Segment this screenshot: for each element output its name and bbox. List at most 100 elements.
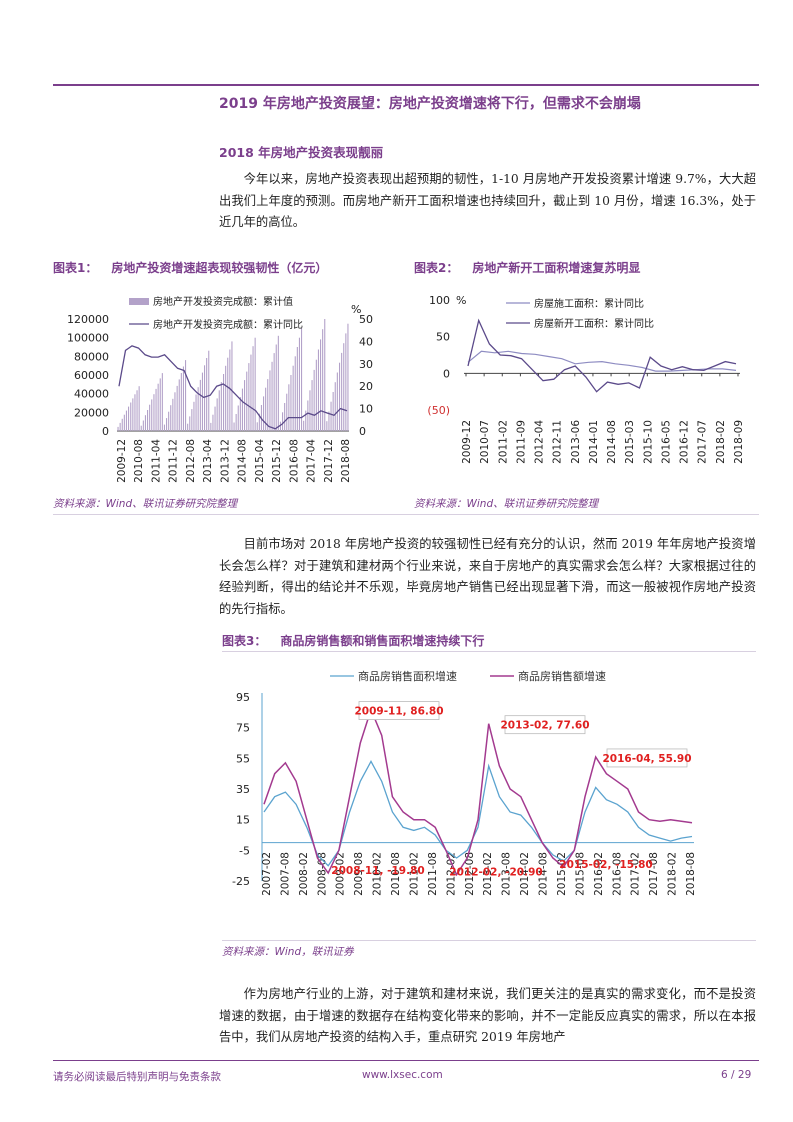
investment-bar: [210, 422, 212, 431]
investment-bar: [336, 372, 338, 431]
investment-bar: [286, 393, 288, 431]
investment-bar: [322, 329, 324, 431]
x-tick-label: 2009-12: [116, 439, 128, 483]
left-tick-label: 20000: [74, 406, 109, 419]
investment-bar: [176, 385, 178, 431]
right-unit-label: %: [351, 303, 361, 316]
y-tick-label: 100: [429, 294, 450, 307]
figure-1-caption: 房地产投资增速超表现较强韧性（亿元）: [111, 261, 328, 275]
investment-bar: [290, 375, 292, 431]
x-tick-label: 2011-12: [168, 439, 180, 483]
right-tick-label: 0: [359, 425, 366, 438]
investment-bar: [185, 360, 187, 431]
investment-bar: [271, 361, 273, 431]
investment-bar: [149, 404, 151, 431]
investment-bar: [128, 406, 130, 431]
left-tick-label: 80000: [74, 350, 109, 363]
investment-bar: [256, 422, 258, 431]
x-tick-label: 2010-08: [390, 852, 402, 896]
x-tick-label: 2017-07: [697, 420, 709, 464]
subsection-heading: 2018 年房地产投资表现靓丽: [219, 145, 384, 160]
investment-bar: [277, 335, 279, 431]
x-tick-label: 2013-02: [482, 852, 494, 896]
x-tick-label: 2015-10: [642, 420, 654, 464]
legend-bar-swatch: [129, 298, 149, 305]
investment-bar: [134, 394, 136, 431]
investment-bar: [121, 418, 123, 431]
x-tick-label: 2014-08: [237, 439, 249, 483]
annotation-label: 2015-02, -15.80: [559, 859, 652, 871]
investment-bar: [239, 397, 241, 431]
annotation-box: [358, 701, 440, 720]
investment-bar: [157, 383, 159, 431]
figure-3-caption: 商品房销售额和销售面积增速持续下行: [280, 634, 485, 648]
figure-1-source: 资料来源：Wind、联讯证券研究院整理: [53, 498, 238, 510]
investment-bar: [180, 373, 182, 431]
investment-bar: [182, 366, 184, 431]
investment-bar: [208, 350, 210, 431]
page-number: 6 / 29: [721, 1069, 752, 1081]
investment-bar: [347, 323, 349, 431]
annotation-label: 2008-11, -19.80: [331, 865, 424, 877]
x-tick-label: 2016-08: [611, 852, 623, 896]
investment-bar: [132, 398, 134, 431]
investment-bar: [151, 399, 153, 431]
investment-bar: [309, 390, 311, 431]
y-tick-label: 55: [236, 752, 250, 765]
x-tick-label: 2016-08: [288, 439, 300, 483]
investment-bar: [201, 372, 203, 431]
investment-bar: [298, 337, 300, 431]
investment-bar: [197, 387, 199, 431]
x-tick-label: 2009-02: [335, 852, 347, 896]
y-tick-label: -5: [239, 844, 250, 857]
investment-bar: [147, 410, 149, 431]
investment-bar: [332, 392, 334, 431]
investment-bar: [138, 386, 140, 431]
investment-bar: [199, 379, 201, 431]
x-tick-label: 2016-05: [660, 420, 672, 464]
investment-bar: [301, 328, 303, 431]
paragraph-3: 作为房地产行业的上游，对于建筑和建材来说，我们更关注的是真实的需求变化，而不是投…: [219, 987, 756, 1044]
new-starts-chart: 100 50 0 (50)% 2009-12 2010-07 2011-02 2011-09 2…: [427, 294, 745, 464]
investment-bar: [248, 363, 250, 431]
new-starts-line: [467, 318, 737, 393]
investment-bar: [307, 400, 309, 431]
left-tick-label: 40000: [74, 388, 109, 401]
construction-area-line: [467, 350, 737, 372]
legend-line-label: 房地产开发投资完成额：累计同比: [153, 318, 303, 331]
x-tick-label: 2015-12: [271, 439, 283, 483]
investment-bar: [216, 398, 218, 431]
investment-bar: [170, 405, 172, 431]
investment-bar: [292, 365, 294, 431]
investment-bar: [244, 380, 246, 431]
investment-bar: [339, 362, 341, 431]
investment-bar: [265, 387, 267, 431]
y-tick-label: 50: [436, 331, 450, 344]
annotation-label: 2009-11, 86.80: [354, 706, 443, 718]
investment-bar: [172, 398, 174, 431]
x-tick-label: 2012-11: [552, 420, 564, 464]
investment-bar: [153, 394, 155, 431]
investment-bar: [168, 411, 170, 431]
figure-3-title: 图表3： 商品房销售额和销售面积增速持续下行: [222, 632, 484, 649]
x-tick-label: 2012-02: [445, 852, 457, 896]
investment-bar: [284, 403, 286, 431]
investment-bar: [294, 356, 296, 431]
investment-bar: [324, 319, 326, 431]
investment-bar: [195, 394, 197, 431]
investment-bar: [296, 347, 298, 431]
investment-bar: [303, 420, 305, 431]
figure-2-source: 资料来源：Wind、联讯证券研究院整理: [414, 498, 599, 510]
x-tick-label: 2010-07: [479, 420, 491, 464]
footer-rule: [53, 1060, 759, 1061]
x-tick-label: 2017-12: [323, 439, 335, 483]
legend-new-starts-label: 房屋新开工面积：累计同比: [534, 317, 654, 330]
legend-bar-label: 房地产开发投资完成额：累计值: [153, 295, 293, 308]
x-tick-label: 2011-09: [515, 420, 527, 464]
investment-bar: [227, 357, 229, 431]
investment-bar: [258, 413, 260, 431]
section-heading: 2019 年房地产投资展望：房地产投资增速将下行，但需求不会崩塌: [219, 96, 641, 112]
footer-website[interactable]: www.lxsec.com: [362, 1069, 443, 1081]
figure-3-bottom-rule: [222, 940, 756, 941]
investment-bar: [263, 396, 265, 431]
